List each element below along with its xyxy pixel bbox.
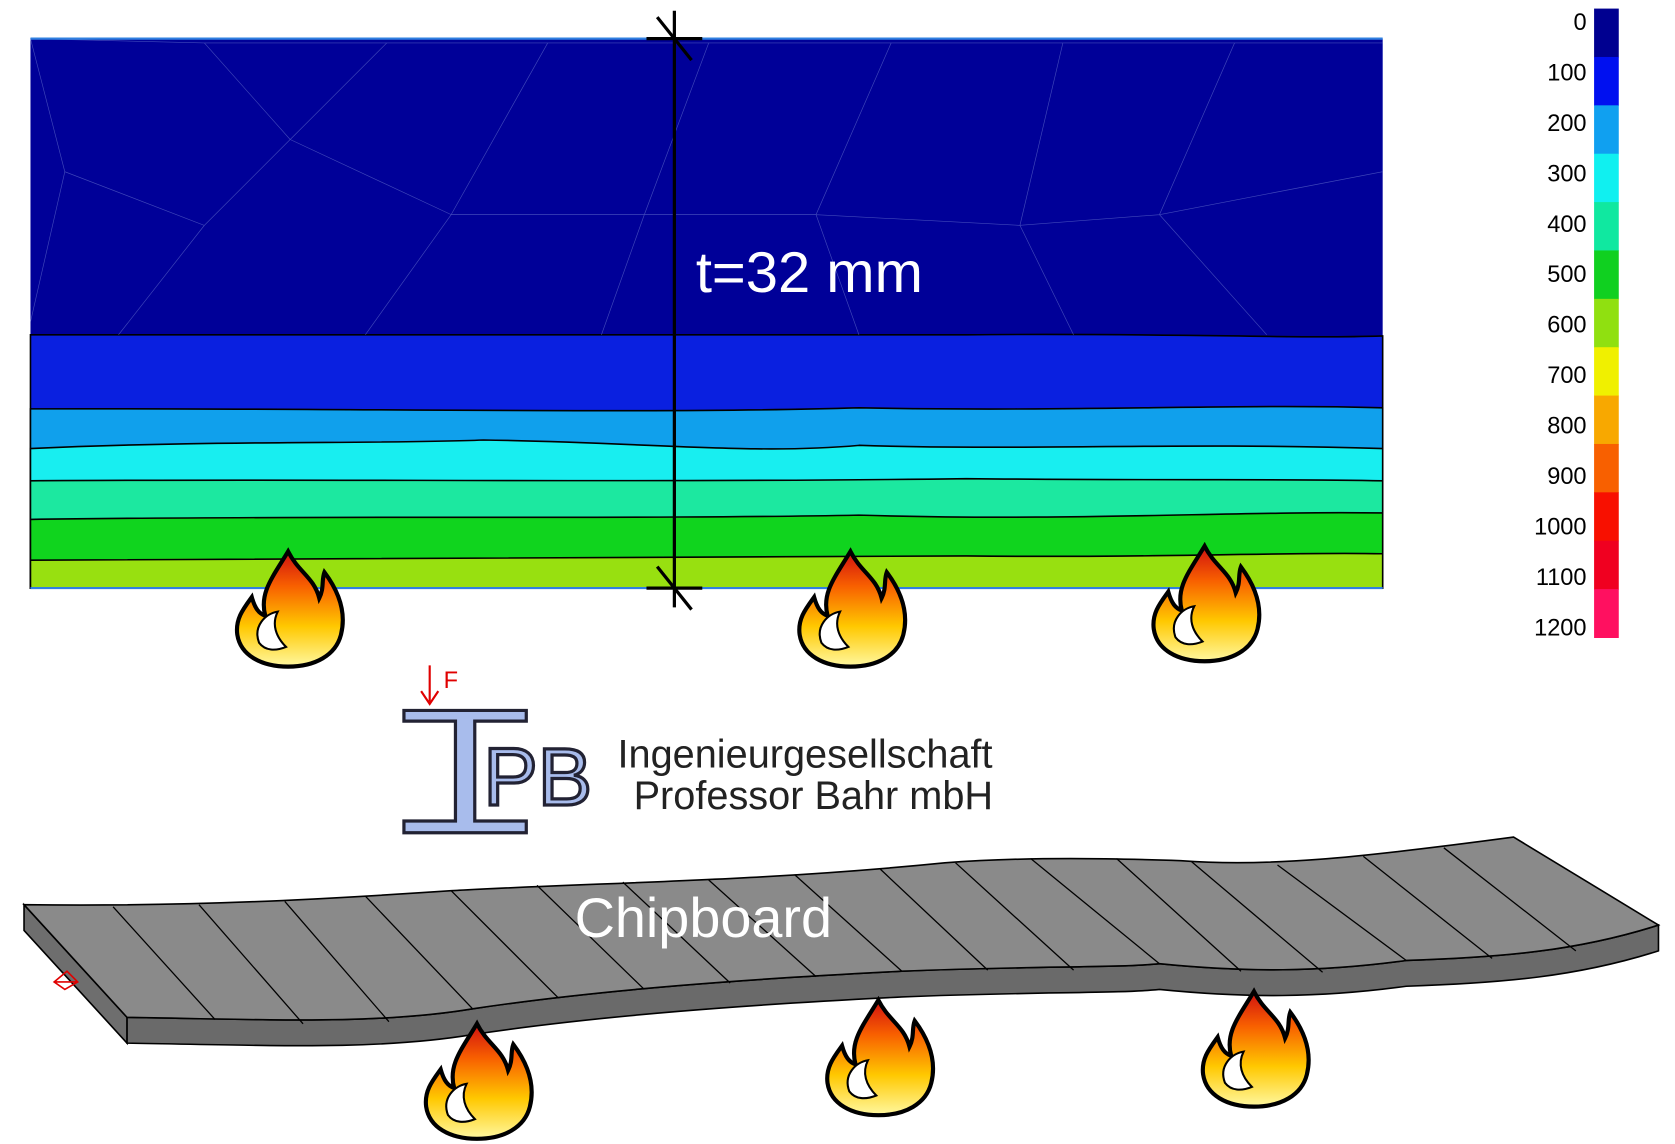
legend-label: 200 [1547, 111, 1586, 137]
thickness-dimension [646, 10, 703, 611]
legend-label: 300 [1547, 161, 1586, 187]
legend-label: 800 [1547, 414, 1586, 440]
legend-swatch [1594, 250, 1619, 300]
flame-icon [1203, 991, 1309, 1106]
force-label: F [444, 668, 458, 694]
legend-label: 1000 [1534, 514, 1586, 540]
chipboard-model: Chipboard [22, 836, 1661, 1047]
legend-swatch [1594, 298, 1619, 348]
flame-icon [827, 1000, 933, 1115]
legend-label: 500 [1547, 262, 1586, 288]
legend-label: 600 [1547, 313, 1586, 339]
legend-label: 900 [1547, 464, 1586, 490]
legend-label: 0 [1573, 10, 1586, 36]
legend-swatch [1594, 443, 1619, 493]
legend-swatch [1594, 202, 1619, 251]
legend-swatch [1594, 395, 1619, 445]
legend-label: 1100 [1536, 565, 1587, 591]
segment-lines [112, 847, 1577, 1025]
legend-swatch [1594, 589, 1619, 638]
legend-swatch [1594, 540, 1619, 590]
band [29, 552, 1384, 589]
company-line: Professor Bahr mbH [634, 774, 994, 818]
logo-letters: PB [483, 732, 592, 823]
flame-icon [426, 1024, 532, 1139]
logo: F PB Ingenieurgesellschaft Professor Bah… [402, 665, 994, 835]
model-label: Chipboard [575, 886, 832, 949]
legend-label: 400 [1547, 212, 1586, 238]
legend-swatch [1594, 8, 1619, 58]
company-line: Ingenieurgesellschaft [618, 732, 993, 776]
legend-swatch [1594, 347, 1619, 397]
legend-label: 1200 [1534, 615, 1586, 641]
legend-swatch [1594, 492, 1619, 542]
legend-label: 700 [1547, 363, 1586, 389]
mesh [30, 38, 1383, 336]
contour-plot: t=32 mm [29, 10, 1384, 611]
legend-swatch [1594, 56, 1619, 106]
legend-swatch [1594, 153, 1619, 203]
thickness-label: t=32 mm [696, 241, 923, 305]
legend-label: 100 [1547, 60, 1586, 86]
legend-swatch [1594, 105, 1619, 155]
color-legend: 0 100 200 300 400 500 600 700 800 900 1000 1100 1200 [1534, 8, 1619, 641]
